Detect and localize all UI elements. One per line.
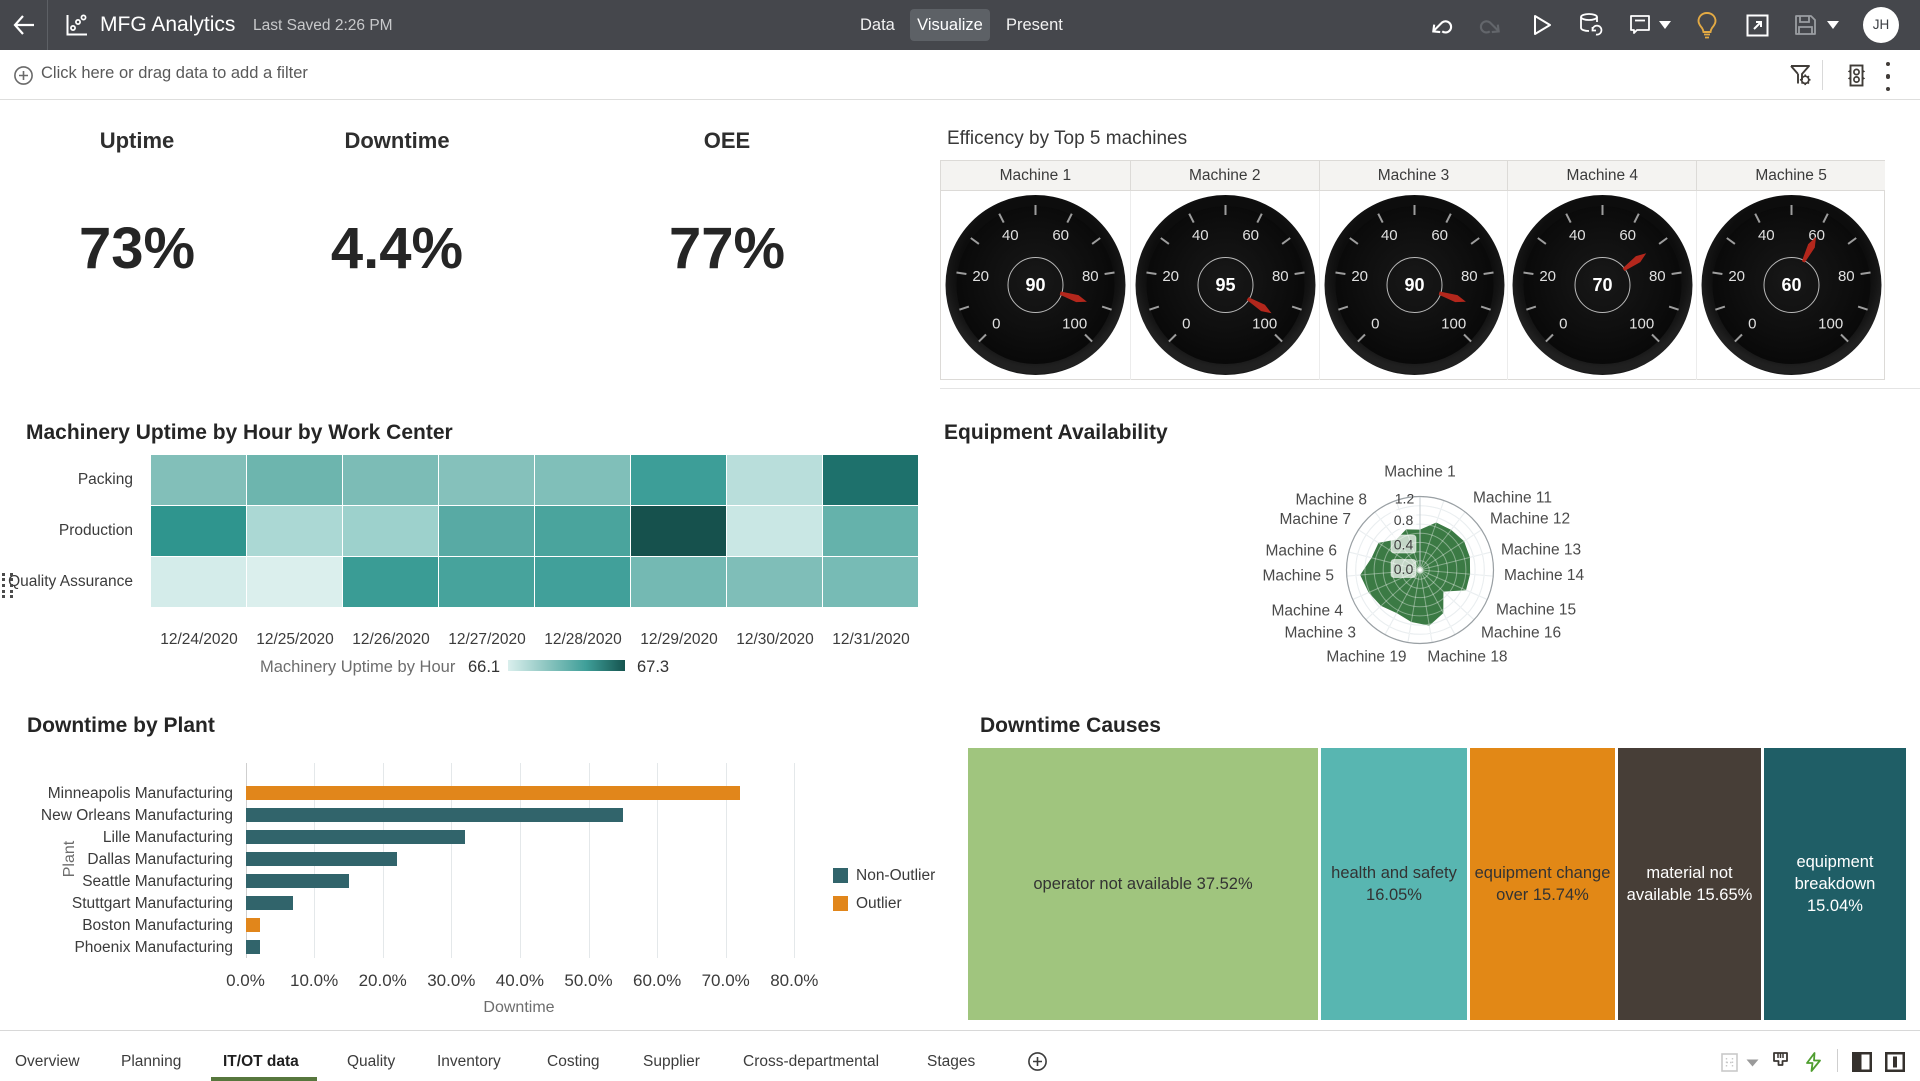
svg-text:0.8: 0.8 xyxy=(1394,512,1414,528)
svg-text:Machine 7: Machine 7 xyxy=(1279,511,1351,528)
svg-text:0.4: 0.4 xyxy=(1394,537,1414,553)
svg-text:Machine 13: Machine 13 xyxy=(1501,542,1581,559)
svg-text:100: 100 xyxy=(1818,316,1843,333)
svg-text:20: 20 xyxy=(1729,268,1746,285)
svg-text:60: 60 xyxy=(1431,227,1448,244)
svg-text:Machine 4: Machine 4 xyxy=(1271,603,1343,620)
svg-text:40: 40 xyxy=(1569,227,1586,244)
svg-text:80: 80 xyxy=(1082,268,1099,285)
svg-text:Machine 3: Machine 3 xyxy=(1284,625,1356,642)
svg-text:Machine 18: Machine 18 xyxy=(1427,649,1507,666)
svg-text:40: 40 xyxy=(1381,227,1398,244)
svg-text:0: 0 xyxy=(1560,316,1568,333)
svg-text:100: 100 xyxy=(1630,316,1655,333)
svg-text:Machine 11: Machine 11 xyxy=(1473,490,1552,507)
svg-text:20: 20 xyxy=(1540,268,1557,285)
svg-text:0.0: 0.0 xyxy=(1394,561,1414,577)
svg-text:100: 100 xyxy=(1062,316,1087,333)
svg-text:Machine 19: Machine 19 xyxy=(1326,649,1406,666)
svg-text:60: 60 xyxy=(1242,227,1259,244)
svg-text:Machine 12: Machine 12 xyxy=(1490,511,1570,528)
svg-text:60: 60 xyxy=(1782,275,1802,295)
svg-text:20: 20 xyxy=(1351,268,1368,285)
svg-text:Machine 15: Machine 15 xyxy=(1496,602,1576,619)
svg-text:0: 0 xyxy=(1748,316,1756,333)
svg-text:90: 90 xyxy=(1404,275,1424,295)
svg-text:100: 100 xyxy=(1441,316,1466,333)
svg-text:40: 40 xyxy=(1192,227,1209,244)
svg-text:60: 60 xyxy=(1620,227,1637,244)
svg-text:95: 95 xyxy=(1215,275,1235,295)
svg-text:80: 80 xyxy=(1838,268,1855,285)
svg-text:100: 100 xyxy=(1252,316,1277,333)
svg-text:Machine 6: Machine 6 xyxy=(1265,543,1337,560)
svg-text:40: 40 xyxy=(1002,227,1019,244)
svg-text:0: 0 xyxy=(992,316,1000,333)
svg-text:Machine 5: Machine 5 xyxy=(1262,568,1334,585)
svg-text:80: 80 xyxy=(1461,268,1478,285)
svg-text:Machine 1: Machine 1 xyxy=(1384,464,1456,481)
svg-text:40: 40 xyxy=(1758,227,1775,244)
svg-text:0: 0 xyxy=(1371,316,1379,333)
svg-text:Machine 16: Machine 16 xyxy=(1481,625,1561,642)
svg-text:60: 60 xyxy=(1809,227,1826,244)
svg-text:80: 80 xyxy=(1649,268,1666,285)
svg-text:60: 60 xyxy=(1052,227,1069,244)
svg-text:90: 90 xyxy=(1025,275,1045,295)
svg-text:Machine 14: Machine 14 xyxy=(1504,567,1585,584)
svg-text:0: 0 xyxy=(1182,316,1190,333)
svg-text:70: 70 xyxy=(1593,275,1613,295)
svg-text:20: 20 xyxy=(1162,268,1179,285)
svg-text:20: 20 xyxy=(972,268,989,285)
svg-text:80: 80 xyxy=(1272,268,1289,285)
svg-text:1.2: 1.2 xyxy=(1395,491,1415,507)
svg-text:Machine 8: Machine 8 xyxy=(1295,492,1367,509)
